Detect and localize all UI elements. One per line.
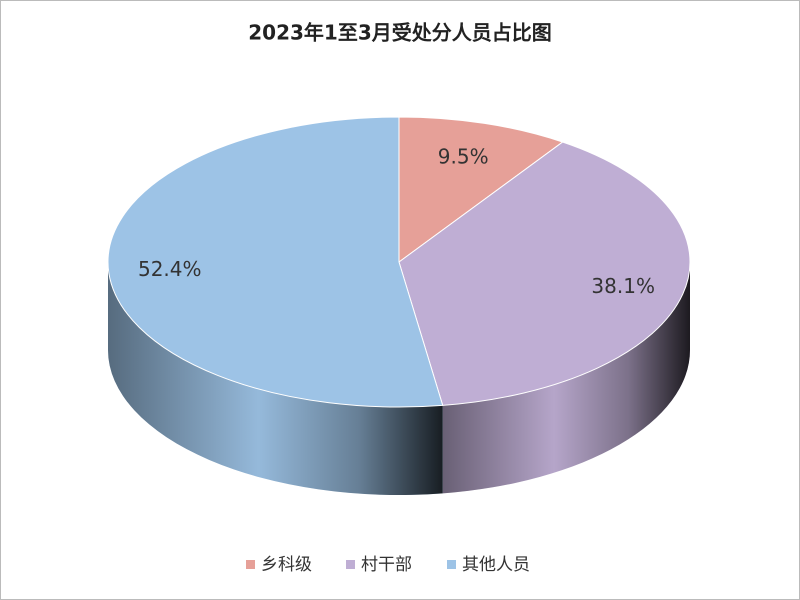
- legend-label: 乡科级: [261, 555, 312, 575]
- legend-swatch: [246, 560, 255, 569]
- pie-slice: [398, 116, 564, 263]
- legend-swatch: [447, 560, 456, 569]
- legend-label: 其他人员: [462, 555, 530, 575]
- pie-side-shade: [442, 262, 690, 494]
- pie-side-shade: [108, 262, 443, 495]
- pie-slice: [398, 141, 691, 406]
- data-label: 38.1%: [591, 274, 655, 298]
- legend-label: 村干部: [361, 555, 412, 575]
- data-label: 52.4%: [138, 257, 202, 281]
- chart-title: 2023年1至3月受处分人员占比图: [248, 21, 552, 45]
- data-label: 9.5%: [438, 145, 489, 169]
- legend-swatch: [346, 560, 355, 569]
- pie: 9.5% 38.1% 52.4%: [107, 116, 691, 495]
- pie-slice: [107, 116, 444, 408]
- legend: 乡科级 村干部 其他人员: [246, 555, 530, 575]
